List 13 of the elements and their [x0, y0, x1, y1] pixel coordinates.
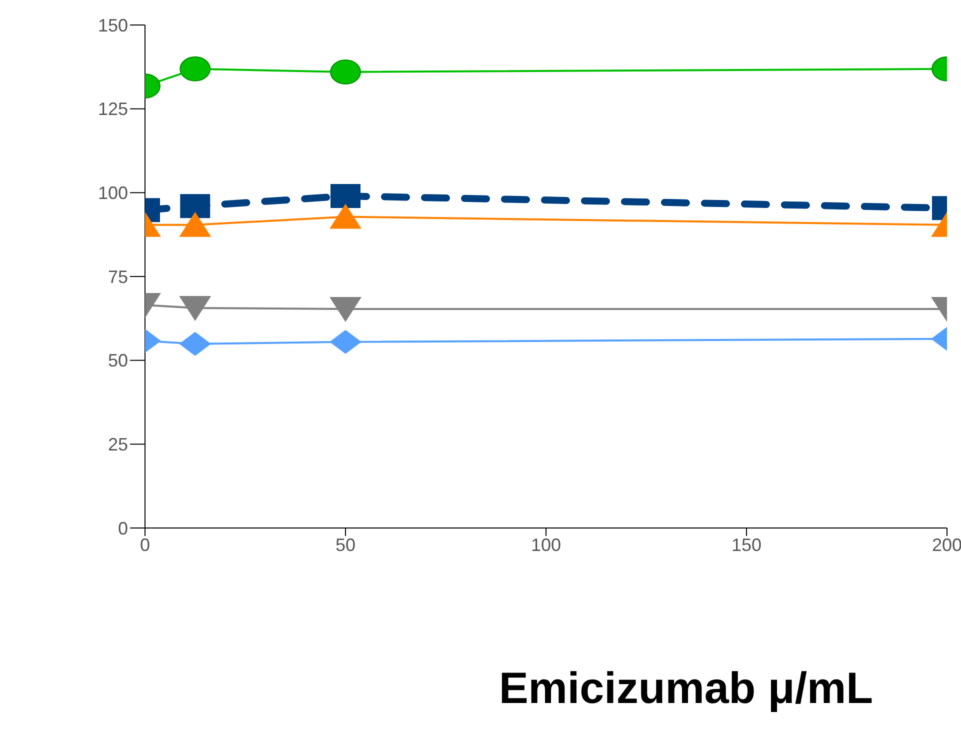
x-axis-title: Emicizumab μ/mL — [498, 664, 874, 713]
x-tick-label: 200 — [932, 534, 961, 555]
x-tick-label: 150 — [731, 534, 762, 555]
y-tick-label: 0 — [118, 518, 128, 538]
y-tick-label: 125 — [98, 99, 128, 120]
y-tick-label: 25 — [108, 434, 128, 455]
y-tick-label: 75 — [108, 266, 128, 287]
y-tick-label: 150 — [98, 15, 128, 36]
y-tick-label: 50 — [108, 350, 128, 371]
x-tick-label: 100 — [530, 534, 562, 555]
y-tick-label: 100 — [98, 183, 128, 204]
x-tick-label: 50 — [335, 534, 356, 555]
x-tick-label: 0 — [140, 534, 150, 555]
